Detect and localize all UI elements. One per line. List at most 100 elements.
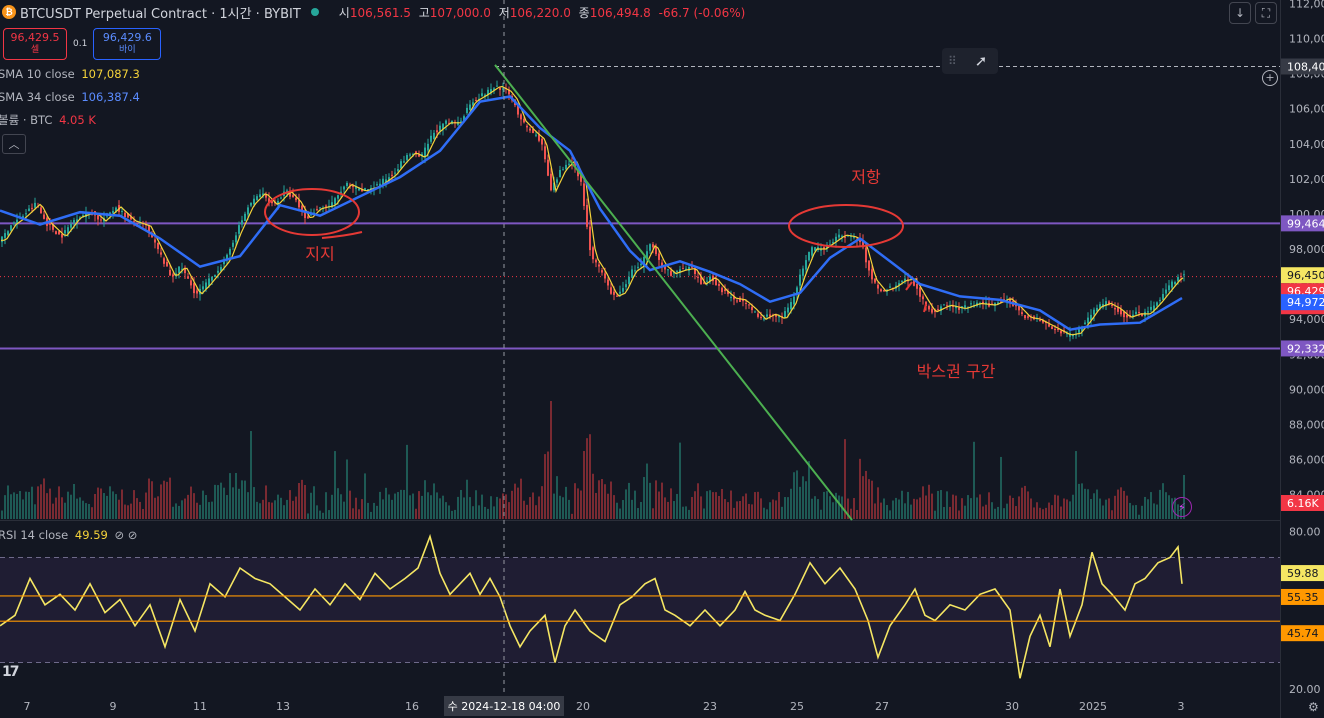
candle-body	[601, 270, 603, 273]
volume-legend[interactable]: 볼륨 · BTC 4.05 K	[0, 112, 96, 128]
rsi-legend[interactable]: RSI 14 close 49.59 ⊘ ⊘	[0, 528, 137, 542]
volume-bar	[652, 508, 654, 519]
volume-bar	[103, 493, 105, 519]
candle-body	[355, 186, 357, 189]
sma34-legend[interactable]: SMA 34 close 106,387.4	[0, 90, 140, 104]
volume-bar	[742, 496, 744, 519]
volume-bar	[1090, 498, 1092, 519]
volume-bar	[166, 481, 168, 519]
candle-body	[1183, 274, 1185, 276]
candle-body	[67, 227, 69, 234]
volume-bar	[928, 484, 930, 519]
volume-bar	[973, 441, 975, 519]
candle-body	[418, 154, 420, 157]
rsi-hide-icon[interactable]: ⊘ ⊘	[114, 528, 138, 542]
buy-button[interactable]: 96,429.6 바이	[93, 28, 162, 60]
volume-bar	[1057, 495, 1059, 519]
fullscreen-icon[interactable]: ⛶	[1255, 2, 1277, 24]
volume-bar	[931, 493, 933, 519]
arrow-down-icon[interactable]: ↓	[1229, 2, 1251, 24]
volume-bar	[586, 438, 588, 519]
volume-bar	[970, 498, 972, 519]
drawing-toolbar[interactable]: ⠿ ➚	[942, 48, 998, 74]
candle-body	[853, 236, 855, 238]
candle-body	[16, 219, 18, 225]
plus-circle-icon[interactable]: +	[1262, 70, 1278, 86]
candle-body	[49, 222, 51, 225]
candle-body	[628, 276, 630, 284]
time-tick: 30	[1005, 700, 1019, 713]
candle-body	[748, 304, 750, 306]
candle-body	[1126, 314, 1128, 318]
candle-body	[307, 216, 309, 219]
volume-bar	[925, 495, 927, 519]
volume-bar	[463, 497, 465, 519]
volume-bar	[319, 510, 321, 519]
candle-body	[952, 306, 954, 308]
candle-body	[25, 213, 27, 215]
candle-body	[1051, 326, 1053, 329]
candle-body	[535, 134, 537, 136]
candle-body	[604, 273, 606, 279]
volume-bar	[823, 491, 825, 519]
rsi-name: RSI 14 close	[0, 528, 69, 542]
candle-body	[268, 198, 270, 204]
volume-bar	[397, 492, 399, 519]
symbol-title[interactable]: BTCUSDT Perpetual Contract · 1시간 · BYBIT	[20, 6, 301, 22]
candle-body	[1090, 314, 1092, 321]
lightning-icon[interactable]: ⚡	[1172, 497, 1192, 517]
candle-body	[1057, 328, 1059, 330]
sell-label: 셀	[30, 45, 40, 55]
candle-body	[421, 153, 423, 156]
hline-tag-1-bg	[1281, 340, 1324, 357]
candle-body	[358, 188, 360, 191]
candle-body	[958, 307, 960, 310]
volume-bar	[181, 500, 183, 519]
candle-body	[688, 266, 690, 271]
volume-bar	[577, 488, 579, 519]
volume-bar	[148, 478, 150, 519]
cursor-icon[interactable]: ➚	[974, 52, 988, 70]
candle-body	[250, 202, 252, 206]
drag-grip-icon[interactable]: ⠿	[948, 54, 957, 68]
volume-bar	[22, 499, 24, 519]
volume-bar	[268, 502, 270, 519]
candle-body	[559, 169, 561, 178]
sma10-legend[interactable]: SMA 10 close 107,087.3	[0, 67, 140, 81]
candle-body	[433, 132, 435, 140]
time-tick: 2025	[1079, 700, 1107, 713]
candle-body	[1081, 327, 1083, 332]
volume-bar	[661, 482, 663, 519]
chevron-up-icon[interactable]: ︿	[2, 134, 26, 154]
trade-buttons: 96,429.5 셀 0.1 96,429.6 바이	[3, 28, 162, 60]
tradingview-logo-icon[interactable]: 17	[2, 664, 20, 680]
candle-body	[436, 130, 438, 133]
volume-bar	[487, 508, 489, 519]
volume-bar	[220, 482, 222, 519]
candle-body	[331, 202, 333, 208]
candle-body	[28, 208, 30, 212]
volume-bar	[52, 503, 54, 519]
candle-body	[643, 256, 645, 267]
candle-body	[619, 291, 621, 294]
candle-body	[760, 317, 762, 319]
gear-icon[interactable]: ⚙	[1308, 700, 1319, 714]
volume-bar	[961, 498, 963, 519]
candle-body	[790, 302, 792, 310]
candle-body	[931, 308, 933, 313]
candle-body	[100, 219, 102, 221]
candle-body	[427, 143, 429, 151]
volume-bar	[1159, 489, 1161, 519]
volume-bar	[73, 484, 75, 519]
candle-body	[598, 264, 600, 267]
candle-body	[133, 221, 135, 223]
candle-body	[1105, 301, 1107, 306]
volume-bar	[1075, 451, 1077, 519]
sell-button[interactable]: 96,429.5 셀	[3, 28, 67, 60]
volume-bar	[154, 497, 156, 519]
candle-body	[160, 252, 162, 255]
volume-bar	[1006, 503, 1008, 519]
candle-body	[484, 94, 486, 97]
volume-bar	[646, 463, 648, 519]
